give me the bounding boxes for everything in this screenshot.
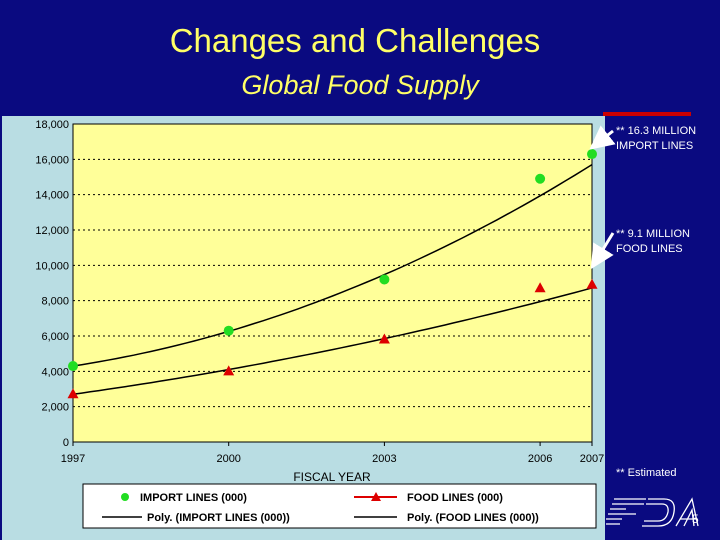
food-arrow: [590, 232, 615, 270]
data-points: [67, 149, 598, 399]
x-axis-ticks: 1997 2000 2003 2006 2007: [61, 442, 604, 465]
trendlines: [72, 163, 593, 396]
y-tick-label: 18,000: [35, 119, 69, 131]
y-axis-ticks: 0 2,000 4,000 6,000 8,000 10,000 12,000 14,000 1…: [35, 119, 69, 449]
y-tick-label: 10,000: [35, 260, 69, 272]
legend-food-label: FOOD LINES (000): [407, 492, 503, 504]
plot-area: [72, 123, 593, 443]
page-number: 5: [692, 512, 699, 526]
slide-title: Changes and Challenges: [169, 22, 541, 59]
import-arrow: [589, 125, 616, 150]
accent-line: [603, 112, 691, 116]
import-note-line-1: ** 16.3 MILLION: [616, 125, 697, 137]
import-lines-note: ** 16.3 MILLION IMPORT LINES: [616, 124, 696, 154]
fda-logo: [606, 497, 699, 527]
y-tick-label: 6,000: [41, 331, 69, 343]
y-tick-label: 4,000: [41, 366, 69, 378]
legend-trend-import-label: Poly. (IMPORT LINES (000)): [147, 512, 290, 524]
y-tick-label: 0: [63, 437, 69, 449]
y-tick-label: 16,000: [35, 154, 69, 166]
x-tick-label: 2007: [580, 453, 604, 465]
estimated-note: ** Estimated: [616, 467, 677, 479]
trendline-food: [72, 287, 593, 396]
food-lines-point: [378, 333, 390, 344]
y-tick-label: 2,000: [41, 402, 69, 414]
x-tick-label: 1997: [61, 453, 85, 465]
legend-import-marker: [121, 493, 129, 501]
food-lines-point: [534, 282, 546, 293]
legend-import-label: IMPORT LINES (000): [140, 492, 247, 504]
import-lines-point: [535, 173, 546, 184]
x-tick-label: 2003: [372, 453, 396, 465]
chart: 0 2,000 4,000 6,000 8,000 10,000 12,000 14,000 1…: [35, 119, 604, 529]
import-lines-point: [587, 149, 597, 160]
x-tick-label: 2000: [216, 453, 240, 465]
import-lines-point: [223, 325, 234, 336]
food-lines-point: [67, 388, 79, 399]
food-lines-note: ** 9.1 MILLION FOOD LINES: [616, 227, 690, 257]
import-lines-point: [68, 361, 78, 372]
y-tick-label: 8,000: [41, 296, 69, 308]
food-lines-point: [586, 278, 598, 289]
legend: IMPORT LINES (000) FOOD LINES (000) Poly…: [82, 483, 597, 529]
y-tick-label: 14,000: [35, 190, 69, 202]
legend-food-marker: [371, 492, 381, 501]
x-tick-label: 2006: [528, 453, 552, 465]
import-lines-point: [379, 274, 390, 285]
legend-trend-food-label: Poly. (FOOD LINES (000)): [407, 512, 539, 524]
food-note-line-2: FOOD LINES: [616, 243, 683, 255]
food-note-line-1: ** 9.1 MILLION: [616, 228, 690, 240]
y-tick-label: 12,000: [35, 225, 69, 237]
food-lines-point: [223, 365, 235, 376]
x-axis-label: FISCAL YEAR: [293, 470, 371, 484]
slide-subtitle: Global Food Supply: [241, 70, 479, 100]
import-note-line-2: IMPORT LINES: [616, 140, 694, 152]
gridlines: [73, 158, 592, 408]
trendline-import: [72, 163, 593, 367]
